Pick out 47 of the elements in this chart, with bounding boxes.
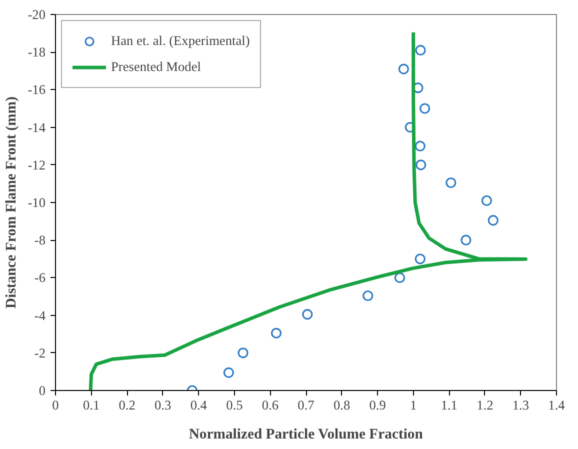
point xyxy=(238,348,248,358)
y-tick-label: -6 xyxy=(34,270,46,286)
y-axis-title: Distance From Flame Front (mm) xyxy=(4,96,20,308)
y-tick-label: -8 xyxy=(34,232,46,248)
x-tick-label: 0.8 xyxy=(333,398,350,412)
x-tick-label: 0.5 xyxy=(226,398,244,412)
legend-label: Han et. al. (Experimental) xyxy=(111,33,250,49)
x-tick-label: 0.9 xyxy=(369,398,386,412)
y-tick-label: -14 xyxy=(28,120,46,135)
x-tick-label: 1 xyxy=(410,398,417,412)
point xyxy=(223,367,234,378)
line-series xyxy=(88,30,528,390)
x-tick-label: 1.4 xyxy=(548,398,566,412)
y-tick-label: -12 xyxy=(28,157,46,172)
y-tick-label: -20 xyxy=(28,7,46,22)
point xyxy=(414,140,426,152)
x-tick-label: 1.2 xyxy=(476,398,494,412)
legend-label: Presented Model xyxy=(111,59,201,75)
point xyxy=(394,272,406,283)
x-tick-label: 0.3 xyxy=(154,398,172,412)
y-tick-label: -18 xyxy=(28,44,46,60)
y-tick-label: -10 xyxy=(28,195,46,210)
point xyxy=(420,103,430,114)
x-tick-label: 0.7 xyxy=(298,398,315,412)
point xyxy=(302,309,313,320)
y-tick-label: -2 xyxy=(34,345,46,360)
point xyxy=(481,195,492,206)
x-tick-label: 0.1 xyxy=(82,398,100,412)
point xyxy=(414,254,426,264)
point xyxy=(446,177,456,188)
point xyxy=(416,160,426,170)
point xyxy=(398,64,409,74)
point xyxy=(415,44,426,56)
x-tick-label: 1.3 xyxy=(512,398,530,412)
y-tick-label: -16 xyxy=(28,82,46,98)
x-tick-label: 0.6 xyxy=(262,398,279,412)
y-tick-label: 0 xyxy=(38,383,46,398)
point xyxy=(460,234,472,246)
point xyxy=(488,215,498,226)
point xyxy=(362,290,374,302)
x-tick-label: 0.2 xyxy=(118,398,136,412)
x-axis-title: Normalized Particle Volume Fraction xyxy=(188,426,423,442)
x-tick-label: 0.4 xyxy=(190,398,208,412)
x-tick-label: 1.1 xyxy=(440,398,458,412)
point xyxy=(271,328,282,338)
x-tick-label: 0 xyxy=(52,398,60,412)
y-tick-label: -4 xyxy=(34,308,46,323)
